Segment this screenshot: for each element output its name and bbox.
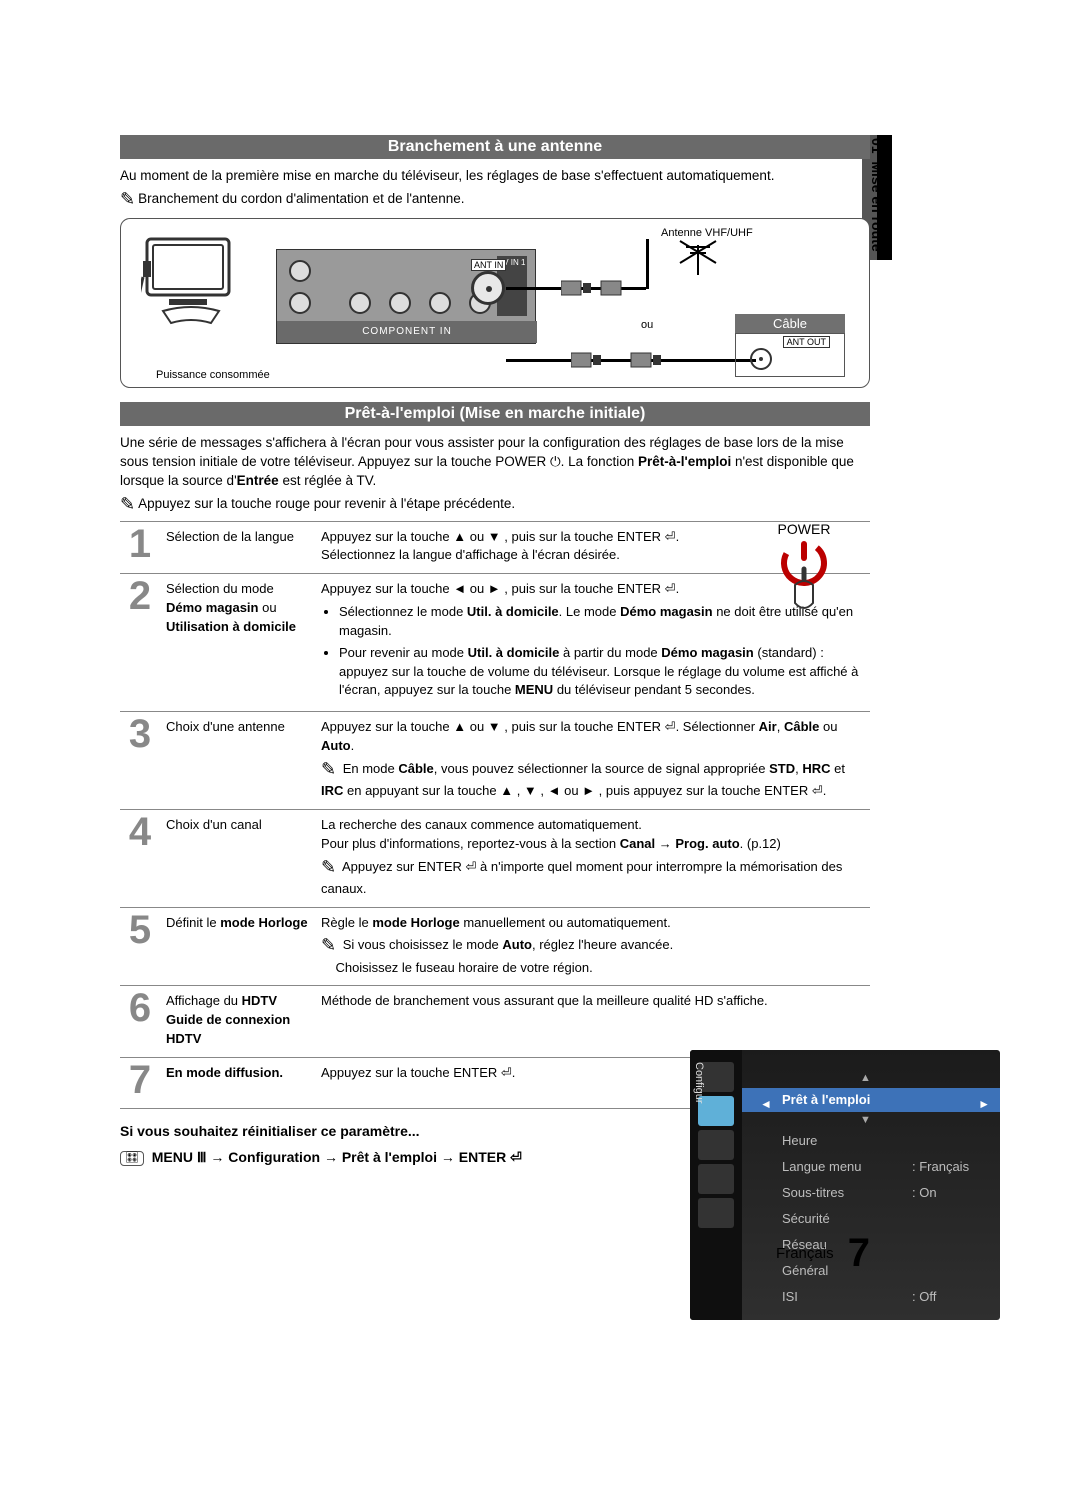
section1-header: Branchement à une antenne <box>120 135 870 159</box>
steps-table: 1Sélection de la langue Appuyez sur la to… <box>120 521 870 1109</box>
step-title: En mode diffusion. <box>160 1057 315 1108</box>
jack-icon <box>429 292 451 314</box>
osd-menu-list: HeureLangue menu: FrançaisSous-titres: O… <box>782 1128 990 1310</box>
note-icon: ✎ <box>120 189 135 209</box>
osd-screenshot: Configur ▲ ◄ Prêt à l'emploi ► ▼ HeureLa… <box>690 1050 1000 1320</box>
jack-icon <box>289 292 311 314</box>
section2-intro: Une série de messages s'affichera à l'éc… <box>120 434 870 491</box>
step-body: Règle le mode Horloge manuellement ou au… <box>315 907 870 986</box>
step-number: 5 <box>120 907 160 986</box>
osd-rail-item <box>698 1130 734 1160</box>
cable-box: Câble ANT OUT <box>735 314 845 377</box>
osd-right-arrow-icon: ► <box>978 1092 990 1116</box>
step-number: 7 <box>120 1057 160 1108</box>
osd-up-arrow-icon: ▲ <box>860 1072 871 1084</box>
osd-rail-item <box>698 1164 734 1194</box>
step-number: 3 <box>120 712 160 810</box>
section1-note: ✎Branchement du cordon d'alimentation et… <box>120 189 870 210</box>
section1-intro: Au moment de la première mise en marche … <box>120 167 870 186</box>
antenna-icon <box>676 237 720 281</box>
connector-icon <box>561 277 631 299</box>
remote-icon: 🎛 <box>120 1151 144 1166</box>
connection-diagram: Puissance consommée AV IN 1 COMPONENT IN… <box>120 218 870 388</box>
step-title: Sélection de la langue <box>160 521 315 574</box>
component-in-label: COMPONENT IN <box>277 321 537 343</box>
step-body: Appuyez sur la touche ▲ ou ▼ , puis sur … <box>315 712 870 810</box>
step-body: Méthode de branchement vous assurant que… <box>315 986 870 1058</box>
step-title: Sélection du mode Démo magasin ou Utilis… <box>160 574 315 712</box>
footer-lang: Français <box>776 1245 834 1262</box>
side-chapter-title: Mise en route <box>869 161 885 251</box>
footer-page-number: 7 <box>848 1231 870 1275</box>
osd-highlight-label: Prêt à l'emploi <box>782 1092 870 1107</box>
step-title: Affichage du HDTV Guide de connexion HDT… <box>160 986 315 1058</box>
jack-icon <box>389 292 411 314</box>
side-chapter-num: 01 <box>869 138 885 154</box>
osd-menu-row: Heure <box>782 1128 990 1154</box>
osd-menu-row: Sous-titres: On <box>782 1180 990 1206</box>
step-number: 1 <box>120 521 160 574</box>
step-title: Définit le mode Horloge <box>160 907 315 986</box>
connector-icon <box>571 349 681 371</box>
osd-rail-item <box>698 1198 734 1228</box>
power-label: POWER <box>744 521 864 537</box>
section2-note: ✎Appuyez sur la touche rouge pour reveni… <box>120 494 870 515</box>
note-icon: ✎ <box>120 494 135 514</box>
osd-menu-row: Sécurité <box>782 1206 990 1232</box>
power-button-graphic: POWER <box>744 521 864 597</box>
jack-icon <box>349 292 371 314</box>
osd-rail-label: Configur <box>693 1062 705 1104</box>
osd-left-rail: Configur <box>690 1050 742 1320</box>
osd-down-arrow-icon: ▼ <box>860 1114 871 1126</box>
ant-out-label: ANT OUT <box>783 336 830 348</box>
page-content: Branchement à une antenne Au moment de l… <box>120 135 870 1166</box>
tv-icon <box>141 233 241 313</box>
coax-icon <box>750 348 772 370</box>
side-chapter-label: 01 Mise en route <box>869 138 885 258</box>
step-number: 6 <box>120 986 160 1058</box>
osd-menu-row: ISI: Off <box>782 1284 990 1310</box>
cable-line <box>646 239 649 289</box>
ant-in-jack <box>471 271 505 305</box>
osd-menu-row: Langue menu: Français <box>782 1154 990 1180</box>
step-title: Choix d'un canal <box>160 809 315 907</box>
step-number: 2 <box>120 574 160 712</box>
power-consumption-label: Puissance consommée <box>156 369 270 381</box>
or-label: ou <box>641 319 653 331</box>
step-title: Choix d'une antenne <box>160 712 315 810</box>
ant-in-label: ANT IN <box>471 259 506 271</box>
osd-highlight-row: ◄ Prêt à l'emploi ► <box>742 1088 1000 1112</box>
page-footer: Français 7 <box>776 1231 870 1276</box>
cable-box-header: Câble <box>735 314 845 333</box>
jack-icon <box>289 260 311 282</box>
step-number: 4 <box>120 809 160 907</box>
step-body: La recherche des canaux commence automat… <box>315 809 870 907</box>
section2-header: Prêt-à-l'emploi (Mise en marche initiale… <box>120 402 870 426</box>
osd-left-arrow-icon: ◄ <box>760 1092 772 1116</box>
